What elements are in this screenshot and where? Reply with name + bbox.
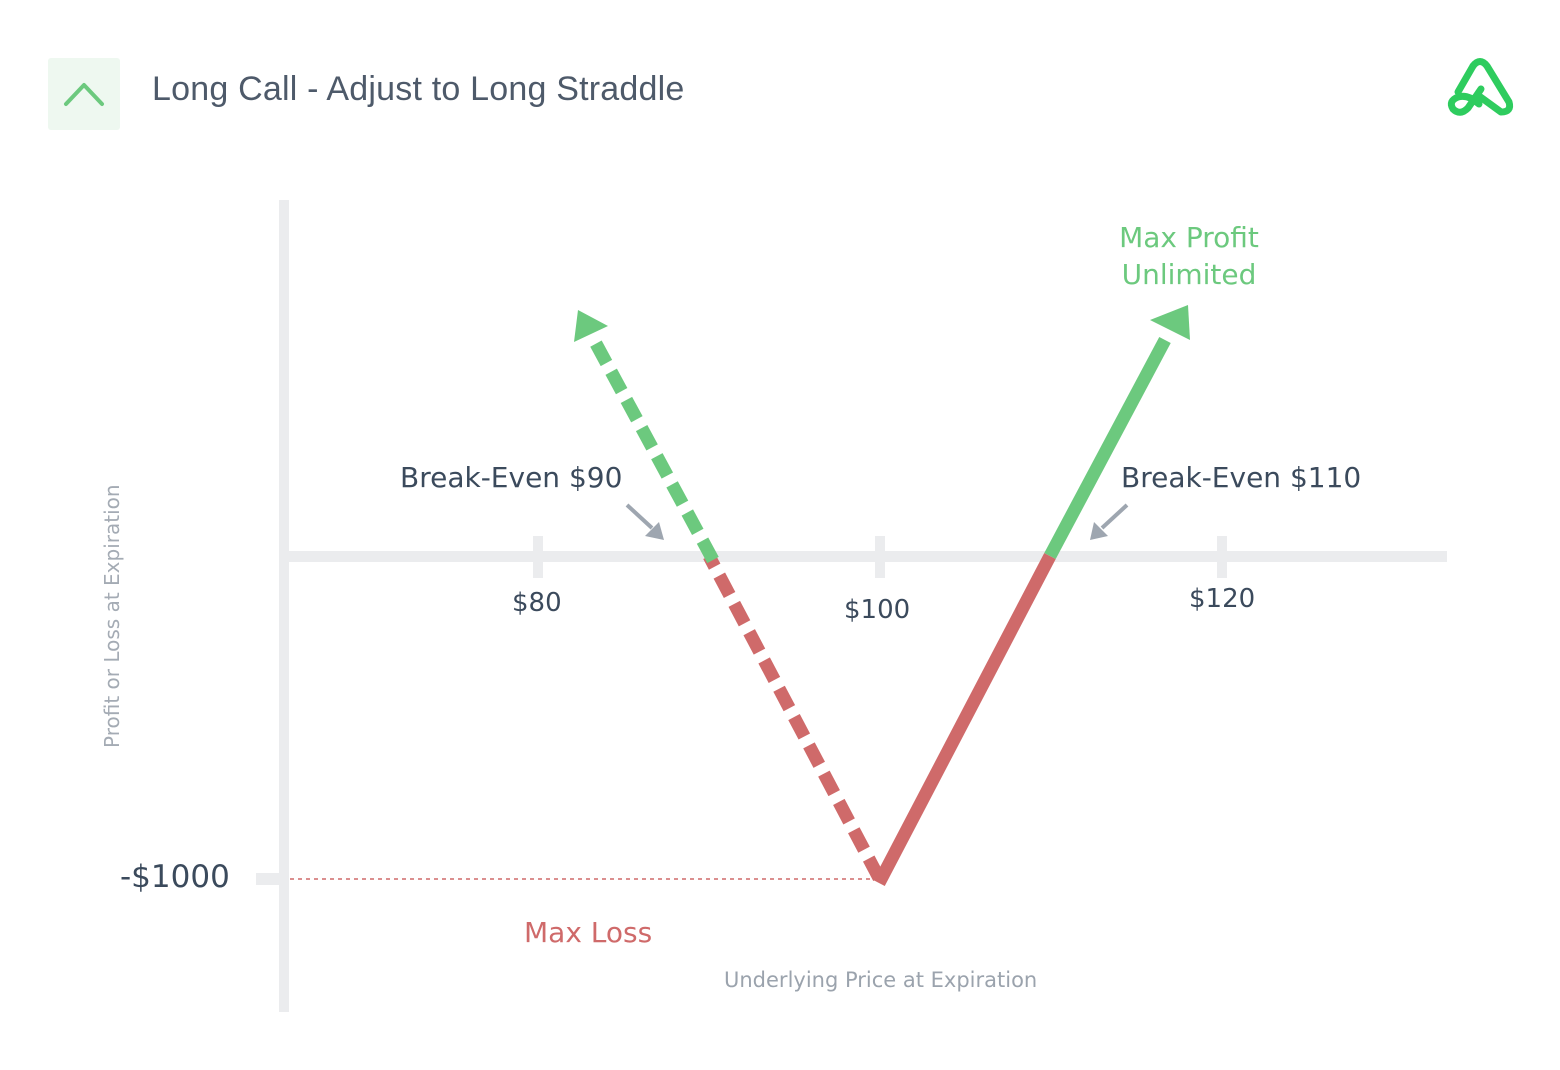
put-arrowhead-icon	[574, 310, 608, 342]
y-axis-title: Profit or Loss at Expiration	[100, 484, 124, 748]
break-even-110-label: Break-Even $110	[1121, 461, 1362, 494]
break-even-90-label: Break-Even $90	[400, 461, 623, 494]
x-tick-label-100: $100	[844, 595, 911, 625]
break-even-110-arrow-icon	[1090, 503, 1129, 540]
page-title: Long Call - Adjust to Long Straddle	[152, 70, 685, 108]
x-axis	[289, 551, 1447, 562]
x-tick-80	[533, 536, 543, 578]
x-tick-label-80: $80	[512, 588, 562, 618]
max-profit-line1: Max Profit	[1119, 221, 1259, 254]
call-loss-segment	[873, 552, 1056, 887]
call-arrowhead-icon	[1150, 305, 1190, 340]
x-tick-120	[1217, 536, 1227, 578]
x-tick-label-120: $120	[1189, 584, 1256, 614]
put-loss-segment	[703, 552, 885, 882]
y-axis	[279, 200, 289, 1012]
put-profit-segment	[588, 336, 719, 564]
x-tick-100	[875, 536, 885, 578]
max-profit-label: Max Profit Unlimited	[1100, 219, 1278, 293]
y-tick-label-loss: -$1000	[120, 859, 230, 895]
break-even-90-arrow-icon	[625, 503, 664, 540]
chevron-up-icon	[64, 83, 104, 106]
max-loss-label: Max Loss	[524, 916, 653, 949]
call-profit-segment	[1044, 336, 1171, 560]
max-profit-line2: Unlimited	[1121, 258, 1257, 291]
collapse-button[interactable]	[48, 58, 120, 130]
y-tick-loss	[256, 873, 286, 885]
brand-logo-icon	[1447, 58, 1514, 116]
x-axis-title: Underlying Price at Expiration	[724, 968, 1038, 992]
brand-logo	[1446, 56, 1516, 125]
